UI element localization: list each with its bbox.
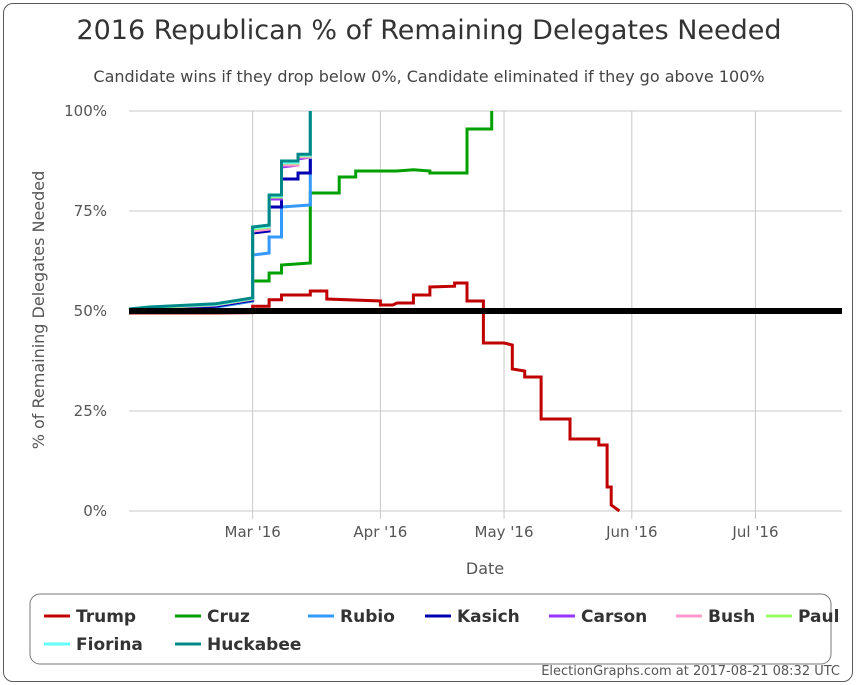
series-line-kasich (128, 159, 312, 312)
y-tick-label: 25% (74, 402, 107, 420)
x-axis-title: Date (466, 559, 504, 578)
chart-frame: 2016 Republican % of Remaining Delegates… (3, 3, 853, 682)
series-line-huckabee (128, 111, 312, 311)
series-line-trump (129, 281, 621, 513)
y-tick-label: 75% (74, 202, 107, 220)
grid (129, 110, 842, 519)
series-line-paul (128, 111, 312, 311)
y-axis-ticks: 0% 25% 50% 75% 100% (64, 102, 107, 520)
series-line-bush (128, 111, 312, 312)
series-line-carson (128, 111, 312, 312)
chart-subtitle: Candidate wins if they drop below 0%, Ca… (93, 67, 764, 86)
y-tick-label: 100% (64, 102, 107, 120)
legend-item-paul[interactable]: Paul (798, 607, 839, 627)
credit-text: ElectionGraphs.com at 2017-08-21 08:32 U… (541, 664, 840, 679)
legend-item-huckabee[interactable]: Huckabee (207, 635, 301, 655)
chart: 2016 Republican % of Remaining Delegates… (29, 15, 842, 679)
y-tick-label: 0% (83, 502, 107, 520)
legend-item-trump[interactable]: Trump (76, 607, 136, 627)
x-axis-ticks: Mar '16 Apr '16 May '16 Jun '16 Jul '16 (225, 523, 779, 541)
x-tick-label: Jul '16 (731, 523, 778, 541)
legend-item-cruz[interactable]: Cruz (207, 607, 250, 627)
legend-item-kasich[interactable]: Kasich (457, 607, 520, 627)
legend-item-carson[interactable]: Carson (581, 607, 647, 627)
y-tick-label: 50% (74, 302, 107, 320)
chart-title: 2016 Republican % of Remaining Delegates… (76, 15, 781, 46)
legend-item-rubio[interactable]: Rubio (340, 607, 395, 627)
legend: Trump Cruz Rubio Kasich Carson Bush Paul Fiorin… (44, 607, 839, 655)
x-tick-label: May '16 (475, 523, 534, 541)
x-tick-label: Jun '16 (605, 523, 657, 541)
legend-box (29, 593, 832, 665)
legend-item-fiorina[interactable]: Fiorina (76, 635, 143, 655)
y-axis-title: % of Remaining Delegates Needed (29, 171, 48, 450)
series-line-fiorina (128, 111, 312, 311)
series-lines (128, 111, 621, 513)
x-tick-label: Mar '16 (225, 523, 281, 541)
x-tick-label: Apr '16 (353, 523, 407, 541)
legend-item-bush[interactable]: Bush (708, 607, 755, 627)
